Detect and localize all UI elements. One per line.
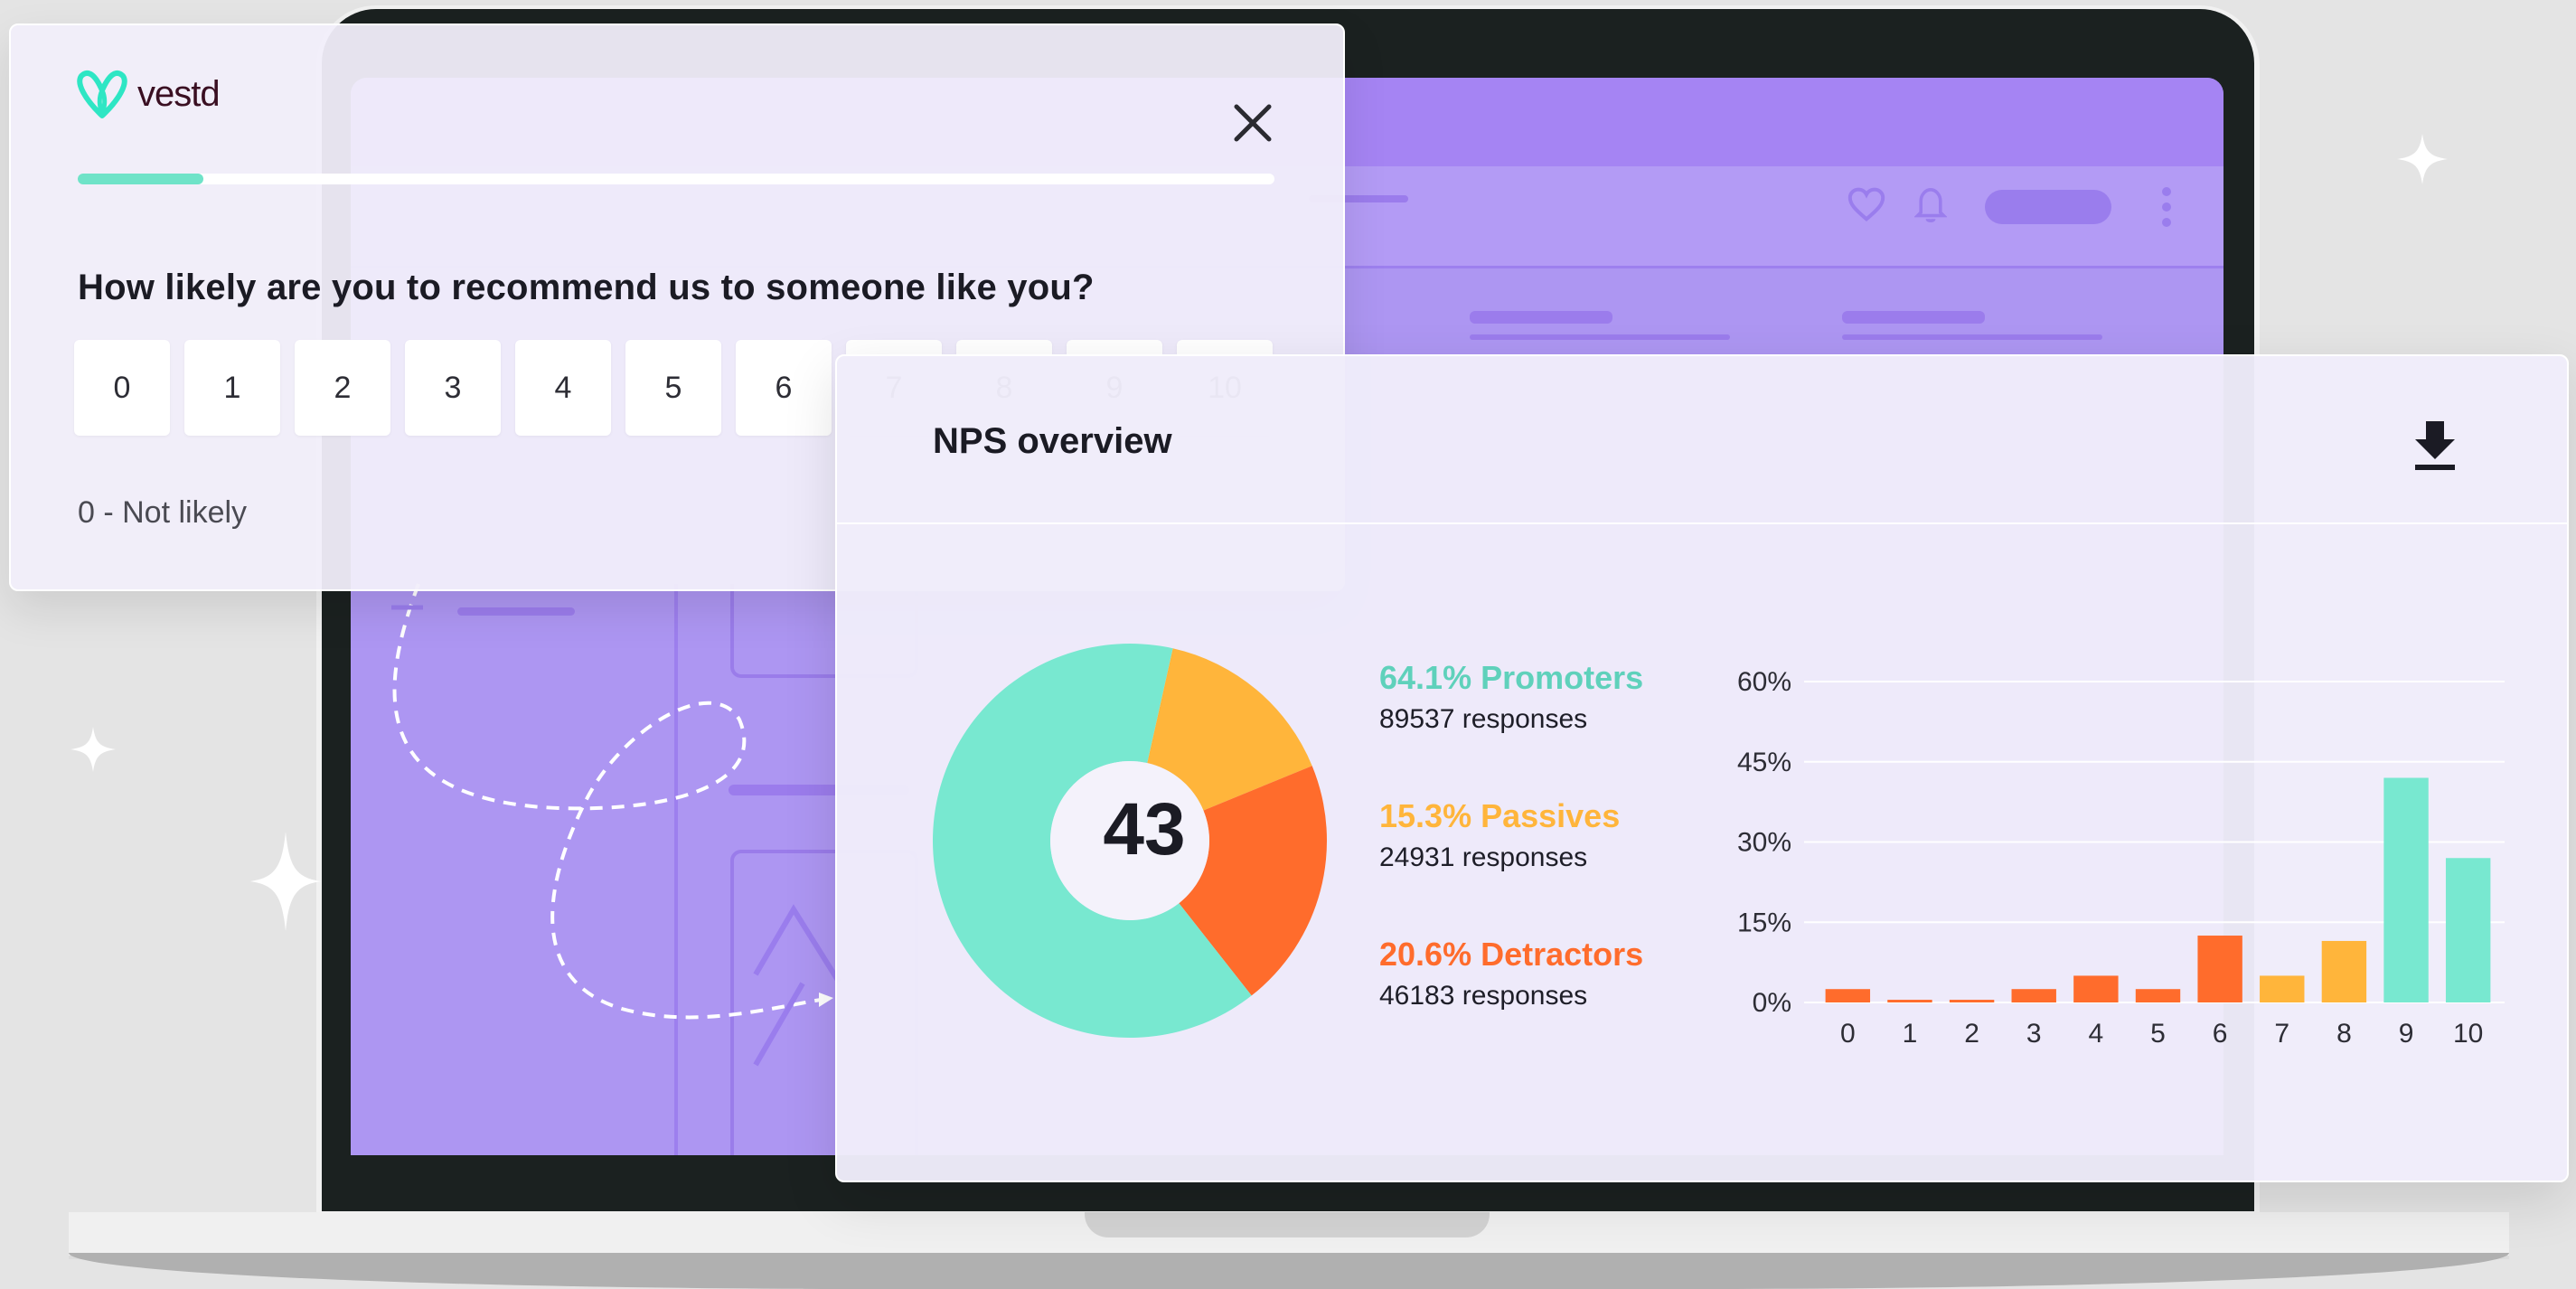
close-icon[interactable] — [1227, 98, 1278, 148]
bell-icon — [1914, 187, 1947, 223]
sparkle-icon — [249, 832, 322, 931]
laptop-foot — [69, 1253, 2509, 1289]
y-tick-label: 60% — [1737, 667, 1791, 697]
screen-toolbar-bar — [1309, 195, 1408, 202]
survey-progress-fill — [78, 174, 204, 184]
x-tick-label: 9 — [2399, 1019, 2414, 1049]
vestd-logo-icon — [77, 70, 127, 118]
scale-low-hint: 0 - Not likely — [78, 495, 248, 530]
donut-hole — [1050, 761, 1209, 920]
bar-score-7 — [2260, 975, 2305, 1002]
y-tick-label: 30% — [1737, 828, 1791, 858]
legend-label: 64.1% Promoters — [1379, 659, 1644, 696]
screen-doodle — [391, 583, 841, 1067]
legend-label: 20.6% Detractors — [1379, 936, 1644, 973]
y-tick-label: 0% — [1753, 988, 1791, 1018]
survey-progress-bar — [78, 174, 1274, 184]
screen-subheading-bar — [1470, 334, 1730, 340]
x-tick-label: 8 — [2336, 1019, 2352, 1049]
rating-option-5[interactable]: 5 — [625, 340, 721, 436]
bar-score-6 — [2197, 936, 2242, 1002]
rating-option-2[interactable]: 2 — [295, 340, 390, 436]
screen-subheading-bar — [1842, 334, 2102, 340]
legend-detractors: 20.6% Detractors 46183 responses — [1379, 935, 1643, 1014]
rating-option-0[interactable]: 0 — [74, 340, 170, 436]
vestd-logo: vestd — [76, 69, 221, 119]
sparkle-icon — [71, 727, 116, 772]
x-tick-label: 7 — [2274, 1019, 2289, 1049]
x-tick-label: 10 — [2453, 1019, 2483, 1049]
score-distribution-chart: 0% 15% 30% 45% 60% 0 1 2 3 4 5 6 7 8 9 10 — [1737, 667, 2505, 1049]
legend-promoters: 64.1% Promoters 89537 responses — [1379, 658, 1643, 738]
bar-score-10 — [2445, 858, 2491, 1002]
bar-score-5 — [2135, 989, 2181, 1002]
nps-title: NPS overview — [933, 421, 1172, 461]
donut-slice-detractors — [1179, 766, 1327, 996]
x-tick-label: 0 — [1840, 1019, 1856, 1049]
more-vertical-icon — [2162, 187, 2171, 227]
nps-donut-chart — [933, 644, 1327, 1038]
x-tick-label: 2 — [1964, 1019, 1979, 1049]
legend-count: 89537 responses — [1379, 704, 1588, 734]
legend-count: 24931 responses — [1379, 842, 1588, 872]
rating-option-3[interactable]: 3 — [405, 340, 501, 436]
x-tick-label: 5 — [2150, 1019, 2166, 1049]
bar-score-4 — [2073, 975, 2119, 1002]
rating-option-6[interactable]: 6 — [736, 340, 832, 436]
bar-score-2 — [1949, 1000, 1995, 1002]
legend-label: 15.3% Passives — [1379, 797, 1621, 834]
screen-heading-bar — [1842, 311, 1985, 324]
download-icon[interactable] — [2410, 418, 2460, 472]
nps-divider — [837, 522, 2567, 524]
survey-question: How likely are you to recommend us to so… — [78, 268, 1095, 307]
screen-user-pill — [1985, 190, 2111, 224]
y-tick-label: 45% — [1737, 748, 1791, 777]
x-tick-label: 3 — [2026, 1019, 2042, 1049]
bar-score-1 — [1887, 1000, 1932, 1002]
vestd-logo-text: vestd — [137, 73, 221, 114]
x-tick-label: 1 — [1903, 1019, 1918, 1049]
nps-score: 43 — [1103, 788, 1186, 870]
rating-option-4[interactable]: 4 — [515, 340, 611, 436]
screen-divider — [674, 584, 678, 1155]
screen-bar — [457, 607, 575, 616]
bar-score-9 — [2383, 777, 2429, 1002]
x-tick-label: 6 — [2213, 1019, 2228, 1049]
laptop-notch — [1085, 1212, 1490, 1237]
bar-score-0 — [1825, 989, 1871, 1002]
y-tick-label: 15% — [1737, 908, 1791, 937]
donut-slice-passives — [1147, 648, 1312, 811]
legend-passives: 15.3% Passives 24931 responses — [1379, 796, 1620, 876]
bar-score-3 — [2011, 989, 2056, 1002]
heart-icon — [1847, 187, 1885, 221]
nps-overview-card: NPS overview 43 64.1% Promoters 89537 re… — [835, 354, 2569, 1182]
screen-heading-bar — [1470, 311, 1612, 324]
legend-count: 46183 responses — [1379, 981, 1588, 1011]
x-tick-label: 4 — [2089, 1019, 2104, 1049]
sparkle-icon — [2397, 134, 2448, 184]
donut-slice-promoters — [933, 644, 1252, 1038]
rating-option-1[interactable]: 1 — [184, 340, 280, 436]
bar-score-8 — [2321, 940, 2367, 1002]
